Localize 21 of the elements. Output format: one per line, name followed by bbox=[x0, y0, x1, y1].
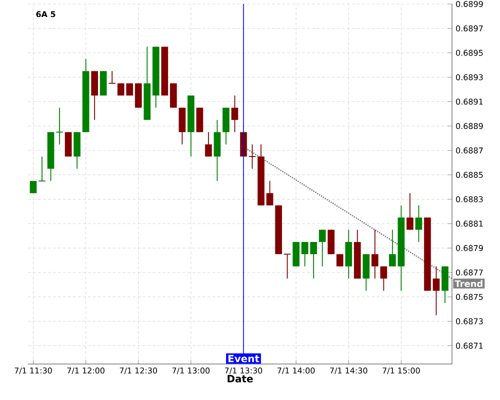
series-label: Trend bbox=[454, 280, 482, 288]
candlestick bbox=[336, 254, 344, 267]
candlestick bbox=[266, 180, 274, 206]
candlestick bbox=[371, 229, 378, 280]
candlestick bbox=[310, 242, 318, 280]
candlestick bbox=[389, 229, 396, 267]
candlestick bbox=[406, 192, 414, 230]
candlestick bbox=[301, 242, 308, 267]
x-axis-title: Date bbox=[228, 375, 253, 382]
candlestick bbox=[432, 266, 440, 316]
candlestick bbox=[380, 266, 388, 292]
candlestick bbox=[205, 132, 212, 157]
candlestick bbox=[283, 254, 292, 280]
candlestick bbox=[56, 107, 64, 145]
candlestick bbox=[231, 95, 238, 133]
candlestick bbox=[38, 156, 46, 182]
candlestick bbox=[248, 144, 256, 170]
candlestick bbox=[108, 70, 116, 84]
candlestick bbox=[415, 204, 422, 242]
ref-line-label: Event bbox=[228, 354, 260, 362]
candlestick bbox=[318, 229, 326, 267]
